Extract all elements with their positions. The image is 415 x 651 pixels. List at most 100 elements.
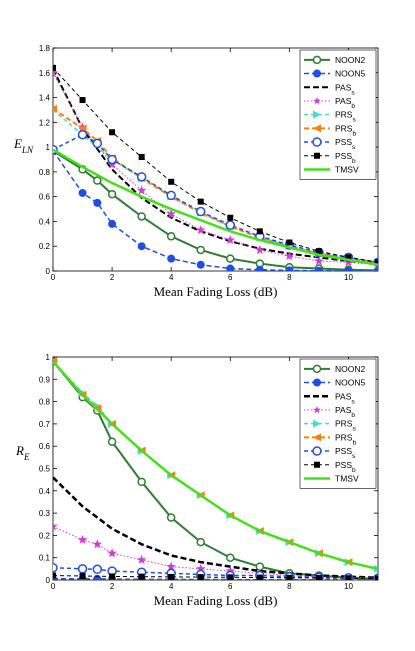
x-tick-label: 8 [287, 582, 292, 591]
y-tick-label: 0 [46, 576, 51, 585]
y-tick-label: 0.4 [39, 487, 51, 496]
legend-item-pss-b: PSSb [304, 151, 356, 165]
legend-item-prs-b: PRSb [304, 123, 356, 137]
legend-label: PASs [335, 391, 355, 405]
point-pss-b [109, 129, 116, 136]
point-pas-b [255, 244, 265, 254]
point-pss-b [286, 239, 293, 246]
legend-marker [312, 137, 322, 147]
x-tick-label: 2 [110, 273, 115, 282]
y-tick-label: 0.6 [39, 193, 51, 202]
x-tick-label: 8 [287, 273, 292, 282]
point-pss-s [195, 206, 206, 217]
plot-area [52, 47, 379, 272]
series-tmsv [53, 148, 378, 267]
point-pas-b [53, 521, 58, 531]
y-tick-label: 1.8 [39, 44, 51, 53]
legend-item-prs-b: PRSb [304, 432, 356, 446]
x-tick-label: 6 [228, 273, 233, 282]
point-pss-b [227, 214, 234, 221]
point-pss-b [286, 574, 293, 580]
point-noon2 [166, 232, 176, 241]
legend-label: PSSs [335, 446, 356, 460]
legend-marker [313, 110, 321, 119]
legend-item-prs-s: PRSs [304, 419, 356, 432]
y-tick-label: 0.7 [39, 420, 51, 429]
series-noon5 [53, 146, 378, 271]
series-pas-s [53, 68, 378, 265]
point-pss-b [315, 248, 322, 255]
x-tick-label: 6 [228, 582, 233, 591]
series-tmsv [53, 360, 378, 571]
point-noon5 [108, 219, 117, 228]
series-line-pas-s [53, 476, 378, 580]
point-pss-s [92, 564, 103, 575]
legend-label: PRSb [335, 432, 356, 446]
series-line-tmsv [53, 360, 378, 571]
legend-marker [313, 124, 321, 133]
legend-label: PASb [335, 96, 355, 110]
x-tick-label: 4 [169, 582, 174, 591]
point-pss-b [345, 254, 352, 261]
y-tick-label: 1 [46, 353, 51, 362]
point-noon2 [107, 437, 117, 446]
point-prs-b [53, 104, 57, 113]
legend-marker [314, 461, 320, 468]
x-tick-label: 0 [51, 273, 56, 282]
legend-label: TMSV [335, 164, 359, 174]
legend-label: PSSb [335, 460, 356, 474]
series-pss-b [53, 64, 378, 266]
y-tick-label: 1.6 [39, 69, 51, 78]
series-line-pss-b [53, 575, 378, 579]
x-tick-label: 10 [344, 273, 353, 282]
y-tick-label: 0.8 [39, 168, 51, 177]
y-tick-label: 0.2 [39, 531, 51, 540]
x-tick-label: 0 [51, 582, 56, 591]
point-noon5 [167, 254, 176, 263]
point-pss-s [166, 190, 176, 201]
series-pss-b [53, 572, 378, 580]
chart-r-e: 00.10.20.30.40.50.60.70.80.910 2 4 6 8 10Mean… [15, 353, 379, 608]
legend-item-pss-s: PSSs [304, 446, 356, 460]
point-pss-s [92, 138, 103, 149]
point-pas-b [225, 566, 236, 576]
point-pss-s [136, 172, 147, 182]
legend-marker [313, 419, 321, 428]
legend-item-tmsv: TMSV [304, 473, 359, 483]
point-pss-b [79, 97, 86, 104]
point-noon5 [93, 198, 102, 207]
legend-marker [313, 405, 321, 414]
y-axis-label: ELN [13, 136, 34, 155]
point-pss-b [109, 573, 116, 580]
legend-label: PASb [335, 405, 355, 419]
legend-label: PRSs [335, 110, 356, 124]
series-line-pss-b [53, 67, 378, 263]
point-pss-s [53, 562, 58, 573]
x-tick-label: 4 [169, 273, 174, 282]
point-pss-s [107, 154, 117, 165]
series-pas-s [53, 476, 378, 580]
y-axis-label: RE [15, 443, 30, 462]
point-pss-b [53, 572, 56, 579]
point-pas-b [195, 563, 206, 573]
legend-marker [313, 96, 321, 105]
y-tick-label: 0.8 [39, 398, 51, 407]
point-pss-s [77, 564, 88, 574]
legend-label: PSSb [335, 151, 356, 165]
legend-label: NOON2 [335, 55, 366, 65]
point-noon5 [344, 266, 353, 271]
point-pas-b [225, 235, 236, 245]
point-pss-b [197, 574, 204, 580]
series-line-noon5 [53, 577, 378, 580]
point-pss-b [256, 228, 263, 235]
y-tick-label: 1 [46, 143, 51, 152]
y-tick-label: 1.4 [39, 94, 51, 103]
legend-label: PASs [335, 82, 355, 96]
legend-marker [313, 378, 321, 387]
point-pas-b [195, 225, 206, 235]
legend-label: NOON5 [335, 378, 366, 388]
point-pss-b [375, 575, 378, 580]
legend-marker [312, 364, 322, 374]
